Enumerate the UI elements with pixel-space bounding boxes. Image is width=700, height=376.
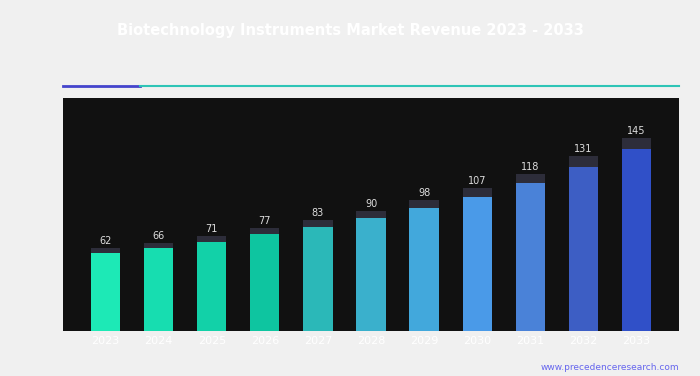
Bar xyxy=(516,174,545,183)
Bar xyxy=(144,243,174,248)
Bar xyxy=(622,138,651,149)
Bar xyxy=(91,248,120,331)
Bar xyxy=(463,188,492,331)
Text: 107: 107 xyxy=(468,176,486,186)
Bar xyxy=(410,200,439,331)
Text: www.precedenceresearch.com: www.precedenceresearch.com xyxy=(540,363,679,372)
Bar xyxy=(463,188,492,197)
Bar xyxy=(622,138,651,331)
Bar xyxy=(568,156,598,331)
Text: 66: 66 xyxy=(153,231,164,241)
Bar xyxy=(303,220,332,227)
Bar xyxy=(250,228,279,331)
Bar xyxy=(410,200,439,208)
Bar xyxy=(356,211,386,331)
Bar xyxy=(303,220,332,331)
Text: 145: 145 xyxy=(627,126,645,136)
Bar xyxy=(144,243,174,331)
Text: 118: 118 xyxy=(521,162,540,172)
Bar xyxy=(356,211,386,218)
Bar xyxy=(568,156,598,167)
Text: Biotechnology Instruments Market Revenue 2023 - 2033: Biotechnology Instruments Market Revenue… xyxy=(117,23,583,38)
Bar xyxy=(516,174,545,331)
Text: 90: 90 xyxy=(365,199,377,209)
Text: 83: 83 xyxy=(312,208,324,218)
Text: 62: 62 xyxy=(99,236,112,246)
Text: 131: 131 xyxy=(574,144,592,155)
Text: 71: 71 xyxy=(206,224,218,234)
Bar xyxy=(250,228,279,235)
Text: 98: 98 xyxy=(418,188,430,198)
Bar xyxy=(197,236,226,242)
Text: 77: 77 xyxy=(258,216,271,226)
Bar xyxy=(197,236,226,331)
Bar xyxy=(91,248,120,253)
